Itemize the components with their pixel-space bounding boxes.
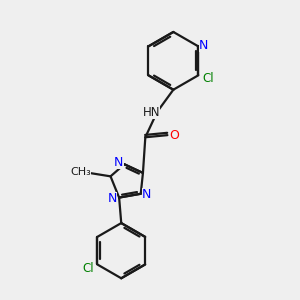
- Text: O: O: [169, 129, 179, 142]
- Text: HN: HN: [143, 106, 160, 119]
- Text: N: N: [114, 156, 124, 169]
- Text: Cl: Cl: [82, 262, 94, 275]
- Text: N: N: [108, 192, 117, 205]
- Text: CH₃: CH₃: [70, 167, 91, 177]
- Text: N: N: [142, 188, 151, 201]
- Text: Cl: Cl: [202, 72, 214, 85]
- Text: N: N: [199, 39, 208, 52]
